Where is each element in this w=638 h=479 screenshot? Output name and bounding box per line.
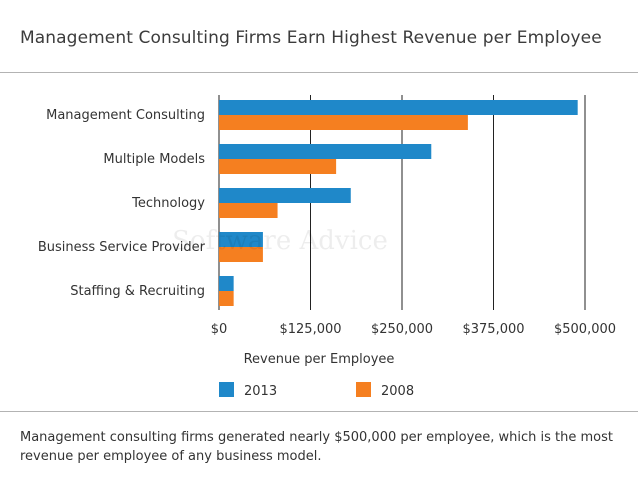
bar-chart: Management Consulting Multiple Models Tech… bbox=[38, 95, 616, 399]
category-label: Management Consulting bbox=[46, 108, 205, 123]
x-tick-label: $0 bbox=[211, 322, 228, 337]
category-label: Business Service Provider bbox=[38, 240, 206, 255]
gridlines bbox=[218, 95, 586, 310]
bottom-divider bbox=[0, 411, 638, 412]
bar-2008-3 bbox=[219, 247, 263, 262]
legend-swatch-2013 bbox=[219, 382, 234, 397]
x-tick-label: $375,000 bbox=[462, 322, 524, 337]
x-tick-label: $250,000 bbox=[371, 322, 433, 337]
legend: 2013 2008 bbox=[219, 382, 414, 399]
bar-2008-1 bbox=[219, 159, 337, 174]
category-label: Multiple Models bbox=[103, 152, 205, 167]
category-label: Staffing & Recruiting bbox=[70, 284, 205, 299]
chart-title: Management Consulting Firms Earn Highest… bbox=[20, 28, 602, 48]
legend-swatch-2008 bbox=[356, 382, 371, 397]
bar-2013-2 bbox=[219, 188, 351, 203]
category-label: Technology bbox=[131, 196, 205, 211]
caption: Management consulting firms generated ne… bbox=[20, 430, 613, 464]
watermark-text: Software Advice bbox=[172, 226, 388, 256]
watermark: Software Advice bbox=[172, 226, 388, 256]
bar-2013-4 bbox=[219, 276, 234, 291]
bar-2008-2 bbox=[219, 203, 278, 218]
bar-2013-1 bbox=[219, 144, 432, 159]
category-labels: Management Consulting Multiple Models Tech… bbox=[38, 108, 206, 299]
top-divider bbox=[0, 72, 638, 73]
x-tick-labels: $0 $125,000 $250,000 $375,000 $500,000 bbox=[211, 322, 616, 337]
bar-2008-4 bbox=[219, 291, 234, 306]
legend-label-2008: 2008 bbox=[381, 384, 414, 399]
bar-2013-3 bbox=[219, 232, 263, 247]
x-tick-label: $125,000 bbox=[279, 322, 341, 337]
bars bbox=[219, 100, 578, 306]
legend-label-2013: 2013 bbox=[244, 384, 277, 399]
bar-2013-0 bbox=[219, 100, 578, 115]
bar-2008-0 bbox=[219, 115, 468, 130]
x-tick-label: $500,000 bbox=[554, 322, 616, 337]
x-axis-label: Revenue per Employee bbox=[244, 352, 395, 367]
